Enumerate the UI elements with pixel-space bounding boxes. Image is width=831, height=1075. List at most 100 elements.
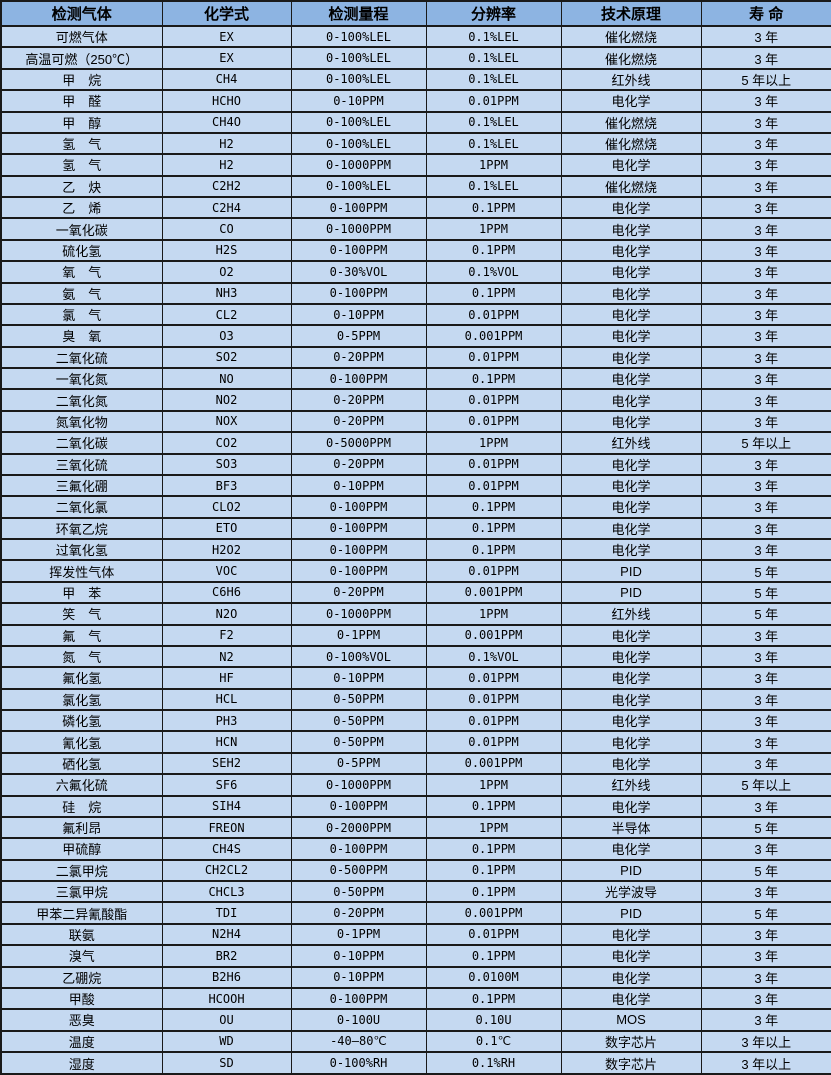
cell-lifespan: 3 年 xyxy=(700,516,831,541)
cell-lifespan: 3 年 xyxy=(700,366,831,391)
cell-range: 0-5PPM xyxy=(290,324,427,348)
cell-range: 0-100PPM xyxy=(290,281,427,305)
cell-resolution: 0.001PPM xyxy=(425,623,562,647)
table-row: 氯 气 CL2 0-10PPM 0.01PPM 电化学 3 年 xyxy=(0,302,831,327)
cell-lifespan: 3 年 xyxy=(700,46,831,70)
cell-gas: 湿度 xyxy=(0,1051,163,1075)
cell-formula: HCL xyxy=(161,687,292,712)
cell-principle: 红外线 xyxy=(560,431,702,455)
cell-lifespan: 3 年 xyxy=(700,687,831,712)
column-header-formula: 化学式 xyxy=(161,0,292,27)
cell-resolution: 0.1℃ xyxy=(425,1029,562,1054)
cell-principle: PID xyxy=(560,858,702,883)
cell-gas: 氯化氢 xyxy=(0,687,163,712)
cell-lifespan: 3 年 xyxy=(700,473,831,498)
cell-lifespan: 3 年 xyxy=(700,238,831,263)
cell-principle: MOS xyxy=(560,1008,702,1032)
cell-principle: 电化学 xyxy=(560,794,702,818)
cell-principle: 电化学 xyxy=(560,623,702,647)
cell-range: 0-20PPM xyxy=(290,901,427,925)
table-row: 三氧化硫 SO3 0-20PPM 0.01PPM 电化学 3 年 xyxy=(0,452,831,476)
cell-formula: NO2 xyxy=(161,388,292,412)
cell-gas: 磷化氢 xyxy=(0,708,163,733)
cell-resolution: 0.1PPM xyxy=(425,238,562,263)
cell-gas: 三氯甲烷 xyxy=(0,879,163,904)
cell-principle: 电化学 xyxy=(560,153,702,177)
cell-range: 0-5000PPM xyxy=(290,431,427,455)
table-row: 二氧化氮 NO2 0-20PPM 0.01PPM 电化学 3 年 xyxy=(0,388,831,412)
table-row: 磷化氢 PH3 0-50PPM 0.01PPM 电化学 3 年 xyxy=(0,708,831,733)
table-row: 一氧化氮 NO 0-100PPM 0.1PPM 电化学 3 年 xyxy=(0,366,831,391)
cell-range: 0-50PPM xyxy=(290,687,427,712)
cell-principle: PID xyxy=(560,559,702,583)
cell-formula: EX xyxy=(161,46,292,70)
cell-range: 0-10PPM xyxy=(290,666,427,690)
cell-formula: EX xyxy=(161,24,292,49)
cell-lifespan: 3 年 xyxy=(700,302,831,327)
cell-principle: 半导体 xyxy=(560,815,702,840)
cell-resolution: 0.1%LEL xyxy=(425,24,562,49)
cell-resolution: 1PPM xyxy=(425,153,562,177)
table-row: 甲苯二异氰酸酯 TDI 0-20PPM 0.001PPM PID 5 年 xyxy=(0,901,831,925)
cell-principle: 电化学 xyxy=(560,516,702,541)
table-row: 甲 醛 HCHO 0-10PPM 0.01PPM 电化学 3 年 xyxy=(0,89,831,113)
cell-lifespan: 3 年 xyxy=(700,730,831,754)
cell-principle: 电化学 xyxy=(560,366,702,391)
cell-gas: 二氯甲烷 xyxy=(0,858,163,883)
cell-resolution: 0.1PPM xyxy=(425,944,562,968)
cell-lifespan: 5 年 xyxy=(700,858,831,883)
cell-formula: CL2 xyxy=(161,302,292,327)
cell-gas: 甲酸 xyxy=(0,986,163,1011)
cell-formula: CO2 xyxy=(161,431,292,455)
cell-formula: OU xyxy=(161,1008,292,1032)
cell-resolution: 0.01PPM xyxy=(425,345,562,370)
cell-resolution: 1PPM xyxy=(425,602,562,626)
cell-formula: SF6 xyxy=(161,773,292,797)
table-row: 恶臭 OU 0-100U 0.10U MOS 3 年 xyxy=(0,1008,831,1032)
table-row: 甲酸 HCOOH 0-100PPM 0.1PPM 电化学 3 年 xyxy=(0,986,831,1011)
cell-gas: 高温可燃（250℃） xyxy=(0,46,163,70)
column-header-lifespan: 寿 命 xyxy=(700,0,831,27)
cell-lifespan: 3 年 xyxy=(700,644,831,669)
cell-formula: C2H4 xyxy=(161,195,292,220)
cell-principle: 电化学 xyxy=(560,687,702,712)
table-row: 六氟化硫 SF6 0-1000PPM 1PPM 红外线 5 年以上 xyxy=(0,773,831,797)
cell-formula: CHCL3 xyxy=(161,879,292,904)
column-header-principle: 技术原理 xyxy=(560,0,702,27)
cell-range: 0-1PPM xyxy=(290,623,427,647)
cell-lifespan: 3 年 xyxy=(700,537,831,562)
table-row: 环氧乙烷 ETO 0-100PPM 0.1PPM 电化学 3 年 xyxy=(0,516,831,541)
cell-range: 0-100PPM xyxy=(290,537,427,562)
cell-gas: 氰化氢 xyxy=(0,730,163,754)
table-row: 氟 气 F2 0-1PPM 0.001PPM 电化学 3 年 xyxy=(0,623,831,647)
cell-range: 0-30%VOL xyxy=(290,260,427,284)
cell-resolution: 1PPM xyxy=(425,431,562,455)
cell-formula: TDI xyxy=(161,901,292,925)
cell-range: -40—80℃ xyxy=(290,1029,427,1054)
cell-principle: 电化学 xyxy=(560,409,702,434)
cell-formula: NO xyxy=(161,366,292,391)
table-row: 乙硼烷 B2H6 0-10PPM 0.0100M 电化学 3 年 xyxy=(0,965,831,989)
cell-range: 0-100%LEL xyxy=(290,67,427,92)
cell-principle: 电化学 xyxy=(560,238,702,263)
cell-lifespan: 3 年 xyxy=(700,324,831,348)
cell-formula: FREON xyxy=(161,815,292,840)
table-row: 挥发性气体 VOC 0-100PPM 0.01PPM PID 5 年 xyxy=(0,559,831,583)
table-row: 氟化氢 HF 0-10PPM 0.01PPM 电化学 3 年 xyxy=(0,666,831,690)
cell-resolution: 0.01PPM xyxy=(425,388,562,412)
cell-resolution: 0.0100M xyxy=(425,965,562,989)
cell-resolution: 0.01PPM xyxy=(425,708,562,733)
cell-gas: 三氧化硫 xyxy=(0,452,163,476)
table-row: 氯化氢 HCL 0-50PPM 0.01PPM 电化学 3 年 xyxy=(0,687,831,712)
cell-principle: PID xyxy=(560,901,702,925)
cell-resolution: 0.1PPM xyxy=(425,366,562,391)
table-row: 二氧化碳 CO2 0-5000PPM 1PPM 红外线 5 年以上 xyxy=(0,431,831,455)
table-row: 硒化氢 SEH2 0-5PPM 0.001PPM 电化学 3 年 xyxy=(0,751,831,776)
cell-formula: VOC xyxy=(161,559,292,583)
cell-formula: N2H4 xyxy=(161,922,292,947)
cell-lifespan: 5 年 xyxy=(700,901,831,925)
cell-range: 0-100%LEL xyxy=(290,24,427,49)
table-row: 氰化氢 HCN 0-50PPM 0.01PPM 电化学 3 年 xyxy=(0,730,831,754)
cell-principle: 催化燃烧 xyxy=(560,46,702,70)
table-row: 二氯甲烷 CH2CL2 0-500PPM 0.1PPM PID 5 年 xyxy=(0,858,831,883)
